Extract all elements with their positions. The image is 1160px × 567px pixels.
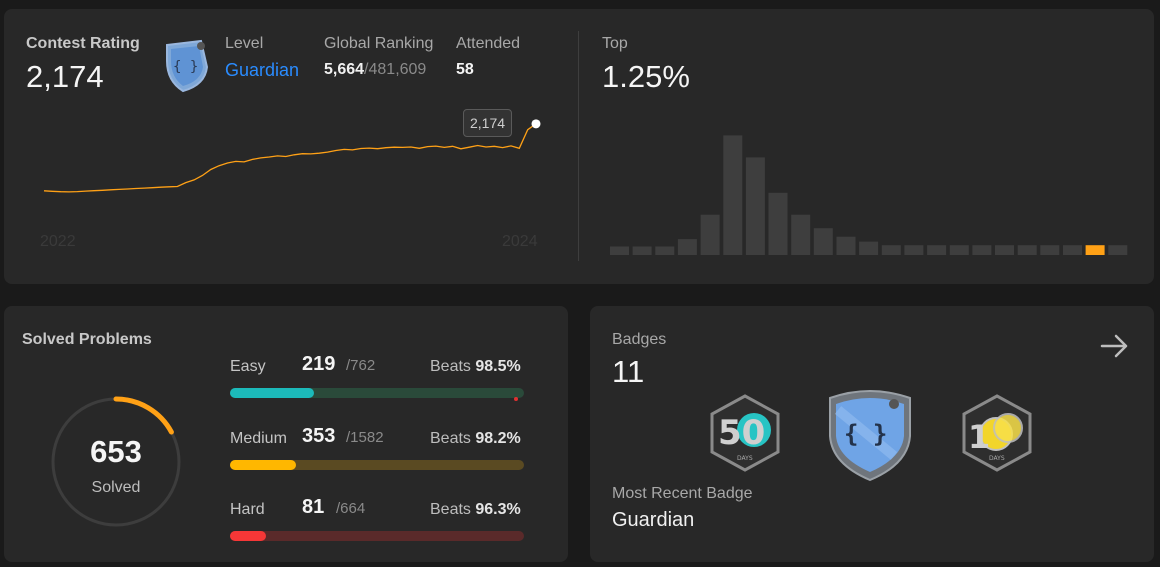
histogram-bar <box>1040 245 1060 255</box>
easy-progress-fill <box>230 388 315 398</box>
histogram-bar <box>745 157 765 255</box>
histogram-bar <box>949 245 969 255</box>
contest-rating-label: Contest Rating <box>26 35 140 52</box>
divider <box>578 31 579 261</box>
arrow-right-icon[interactable] <box>1098 330 1130 362</box>
histogram-bar <box>632 246 652 255</box>
level-label: Level <box>225 35 264 52</box>
histogram-bar <box>768 192 788 255</box>
histogram-bar <box>1063 245 1082 255</box>
histogram-bar <box>859 241 879 255</box>
solved-problems-title: Solved Problems <box>22 331 152 348</box>
rating-line <box>43 123 537 193</box>
global-ranking-total: /481,609 <box>364 61 427 78</box>
medium-beats: Beats 98.2% <box>430 430 521 447</box>
badges-count: 11 <box>612 354 645 389</box>
x-start-label: 2022 <box>40 233 76 250</box>
histogram-bar <box>1017 245 1037 255</box>
hard-progress-fill <box>230 531 266 541</box>
histogram-bar <box>723 135 743 255</box>
100-days-badge-sub: DAYS <box>989 455 1005 462</box>
level-value: Guardian <box>225 60 300 80</box>
histogram-bar <box>995 245 1014 255</box>
badges-card: Badges 11 50 DAYS { } 1 DAYS <box>590 306 1154 562</box>
hard-progress-bar <box>230 531 524 541</box>
easy-beats: Beats 98.5% <box>430 358 521 375</box>
guardian-badge-icon[interactable]: { } <box>824 384 916 482</box>
rating-distribution-histogram[interactable] <box>604 109 1129 259</box>
svg-text:{ }: { } <box>844 420 887 448</box>
50-days-badge-text: 50 <box>718 413 765 453</box>
100-days-badge-icon[interactable]: 1 DAYS <box>960 394 1034 472</box>
histogram-bar <box>813 228 833 255</box>
histogram-bar <box>1108 245 1128 255</box>
100-days-badge-text: 1 <box>968 418 990 456</box>
histogram-bar <box>610 246 629 255</box>
solved-progress-ring[interactable] <box>48 394 188 534</box>
hard-beats: Beats 96.3% <box>430 501 521 518</box>
attended-label: Attended <box>456 35 521 52</box>
solved-total-label: Solved <box>91 479 141 496</box>
rating-line-chart[interactable] <box>4 9 564 279</box>
medium-progress-bar <box>230 460 524 470</box>
global-ranking-value: 5,664/481,609 <box>324 61 426 79</box>
medium-solved: 353 <box>302 425 336 447</box>
histogram-bar <box>904 245 924 255</box>
global-ranking-label: Global Ranking <box>324 35 434 52</box>
histogram-bar <box>972 245 992 255</box>
most-recent-badge-label: Most Recent Badge <box>612 485 753 502</box>
attended-value: 58 <box>456 61 474 78</box>
top-percent-value: 1.25% <box>602 59 690 94</box>
easy-total: /762 <box>346 357 376 374</box>
50-days-badge-icon[interactable]: 50 DAYS <box>708 394 782 472</box>
hard-label: Hard <box>230 501 265 518</box>
top-label: Top <box>602 35 628 52</box>
badges-title: Badges <box>612 331 667 348</box>
50-days-badge-sub: DAYS <box>737 455 753 462</box>
medium-total: /1582 <box>346 429 384 446</box>
most-recent-badge-value: Guardian <box>612 509 695 531</box>
histogram-bar <box>677 239 697 255</box>
x-end-label: 2024 <box>502 233 538 250</box>
easy-solved: 219 <box>302 353 336 375</box>
solved-problems-card: Solved Problems 653 Solved Easy 219 /762… <box>4 306 568 562</box>
histogram-bar <box>881 245 901 255</box>
svg-text:{ }: { } <box>173 59 198 75</box>
rating-current-point <box>531 119 541 129</box>
easy-label: Easy <box>230 358 266 375</box>
guardian-level-icon: { } <box>161 37 211 93</box>
solved-total: 653 <box>90 434 142 469</box>
hard-total: /664 <box>336 500 366 517</box>
medium-label: Medium <box>230 430 287 447</box>
easy-progress-bar <box>230 388 524 398</box>
histogram-bar <box>927 245 947 255</box>
rating-tooltip: 2,174 <box>463 109 513 137</box>
hard-solved: 81 <box>302 496 325 518</box>
histogram-bar <box>791 214 811 255</box>
global-ranking-rank: 5,664 <box>324 61 365 78</box>
contest-rating-value: 2,174 <box>26 59 104 94</box>
histogram-bar <box>700 214 720 255</box>
histogram-bar <box>655 246 675 255</box>
histogram-bar <box>836 236 856 255</box>
histogram-bar-current <box>1085 245 1105 255</box>
easy-marker-dot <box>514 397 518 401</box>
medium-progress-fill <box>230 460 296 470</box>
contest-rating-card: Contest Rating 2,174 { } Level Guardian … <box>4 9 1154 284</box>
